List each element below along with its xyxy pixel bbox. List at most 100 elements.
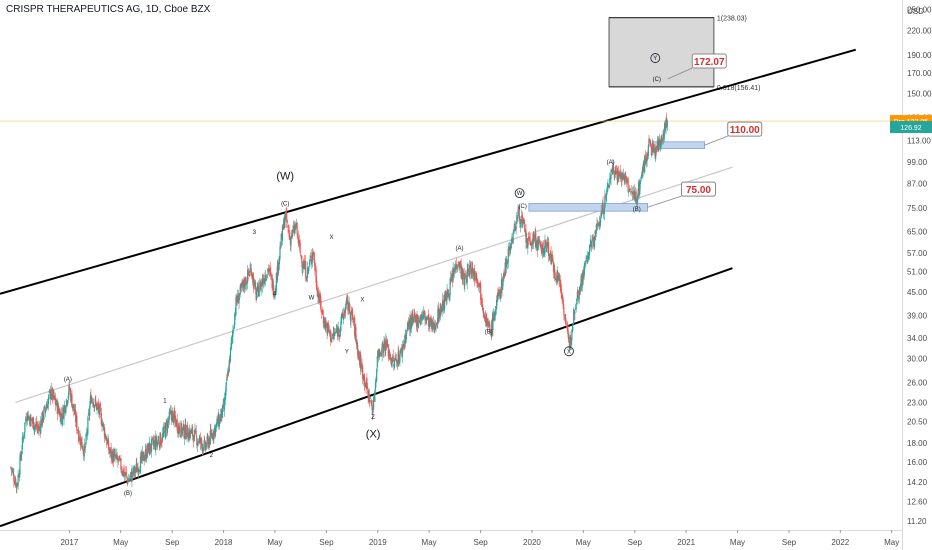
candle-body	[426, 319, 428, 321]
candle-body	[139, 456, 142, 473]
candle-body	[632, 193, 634, 195]
candle-body	[77, 432, 79, 434]
candle-body	[49, 390, 51, 392]
candle-body	[211, 433, 213, 439]
fib-target-box	[608, 17, 715, 88]
candle-body	[456, 267, 459, 269]
candle-body	[603, 207, 605, 215]
candle-body	[76, 429, 79, 431]
candle-body	[147, 447, 149, 452]
candle-body	[210, 429, 212, 434]
candle-body	[357, 350, 359, 355]
candle-body	[89, 396, 91, 405]
candle-body	[633, 191, 635, 194]
candle-body	[291, 234, 293, 238]
candle-body	[393, 363, 395, 367]
candle-body	[313, 252, 315, 263]
wave-label: (A)	[455, 246, 463, 252]
candle-body	[461, 268, 463, 279]
candle-body	[262, 278, 264, 283]
candle-body	[662, 134, 664, 137]
candle-body	[652, 142, 654, 153]
candle-body	[151, 438, 153, 440]
candle-body	[39, 427, 41, 432]
candle-body	[591, 240, 593, 249]
candle-body	[177, 429, 179, 433]
candle-body	[425, 316, 427, 321]
candle-body	[287, 225, 289, 228]
candle-body	[442, 299, 444, 309]
candle-body	[414, 315, 416, 320]
candle-body	[496, 295, 498, 299]
candle-body	[512, 232, 514, 244]
candle-body	[303, 263, 305, 270]
candle-body	[562, 300, 564, 310]
y-tick-label: 34.00	[907, 334, 928, 343]
candle-body	[413, 314, 415, 316]
wave-label: 3	[253, 230, 257, 236]
candle-body	[48, 395, 50, 400]
candle-body	[16, 483, 18, 488]
wave-circle	[650, 53, 661, 63]
candle-body	[644, 154, 646, 164]
zone-callout-pointer	[647, 195, 682, 208]
candle-body	[542, 241, 544, 253]
candle-body	[349, 304, 351, 314]
candle-body	[650, 143, 652, 146]
candle-body	[95, 400, 97, 404]
candle-body	[611, 169, 613, 173]
candle-body	[394, 357, 396, 360]
candle-body	[428, 318, 430, 329]
candle-body	[347, 300, 349, 311]
candle-body	[85, 433, 87, 445]
candle-body	[438, 310, 440, 322]
candle-body	[73, 403, 75, 412]
candle-body	[105, 440, 107, 442]
candle-body	[464, 276, 466, 286]
candle-body	[597, 223, 599, 225]
candle-body	[321, 310, 323, 313]
candle-body	[659, 140, 661, 147]
candle-body	[305, 261, 307, 279]
candle-body	[322, 310, 324, 316]
y-tick-label: 14.20	[907, 478, 928, 487]
candle-body	[557, 271, 559, 281]
candle-body	[187, 438, 189, 440]
candle-body	[484, 316, 487, 323]
candle-body	[541, 251, 543, 254]
candle-body	[270, 276, 273, 278]
x-tick-label: Sep	[782, 538, 797, 547]
candle-body	[645, 157, 648, 163]
candle-body	[87, 417, 89, 434]
candle-body	[623, 175, 625, 177]
candle-body	[288, 230, 290, 237]
candle-body	[628, 191, 630, 193]
candle-body	[267, 267, 269, 272]
candle-body	[366, 386, 369, 389]
wave-label: (A)	[607, 160, 615, 166]
candle-body	[582, 271, 585, 280]
candle-body	[144, 457, 146, 460]
candle-body	[486, 320, 489, 325]
candle-body	[605, 195, 607, 197]
candle-body	[59, 411, 61, 422]
candle-body	[510, 240, 512, 249]
candle-body	[657, 140, 659, 152]
candle-body	[27, 416, 30, 420]
candle-body	[130, 473, 132, 482]
candle-body	[567, 329, 569, 338]
candle-body	[45, 410, 47, 413]
candle-body	[511, 238, 514, 244]
candle-body	[175, 419, 177, 427]
candle-body	[35, 423, 37, 425]
candle-body	[141, 452, 143, 460]
candle-body	[46, 404, 49, 408]
candle-body	[410, 315, 412, 328]
candle-body	[452, 268, 454, 281]
candle-body	[18, 473, 20, 478]
candle-body	[116, 455, 118, 459]
candle-body	[544, 239, 546, 254]
candle-body	[510, 248, 512, 251]
candle-body	[302, 265, 304, 268]
